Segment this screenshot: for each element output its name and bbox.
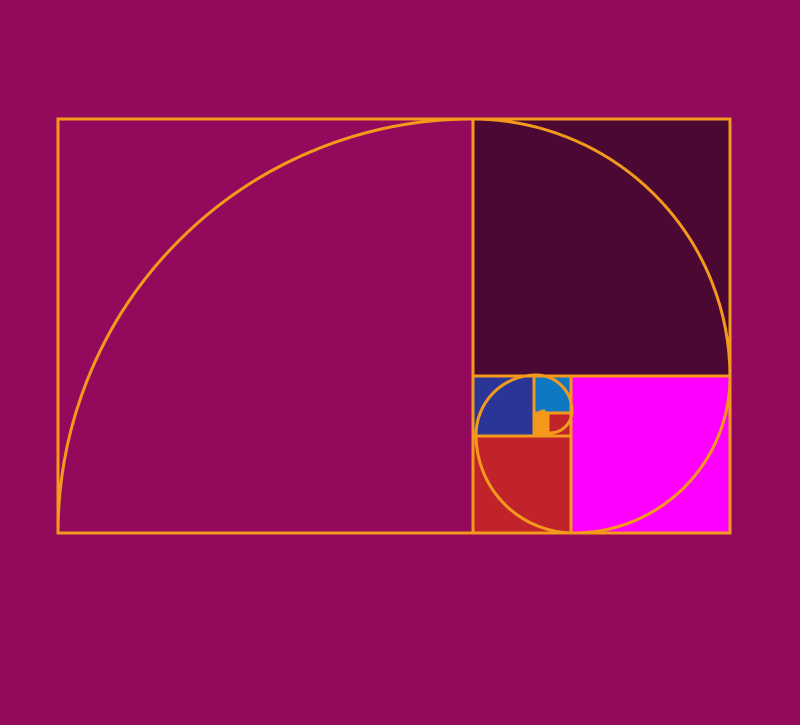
square-6 xyxy=(533,375,572,414)
square-2 xyxy=(473,119,730,376)
spiral-arc-4 xyxy=(474,433,576,535)
square-1 xyxy=(58,119,472,533)
spiral-arc-7 xyxy=(548,409,574,435)
spiral-arc-8 xyxy=(534,417,552,435)
outer-golden-rectangle xyxy=(56,117,732,535)
spiral-arc-3 xyxy=(572,375,732,535)
spiral-arc-2 xyxy=(470,117,732,379)
spiral-arc-6 xyxy=(534,373,574,413)
spiral-arc-1 xyxy=(56,117,474,535)
spiral-arc-9 xyxy=(534,409,546,421)
spiral-arc-5 xyxy=(474,373,538,437)
square-3 xyxy=(571,376,730,533)
